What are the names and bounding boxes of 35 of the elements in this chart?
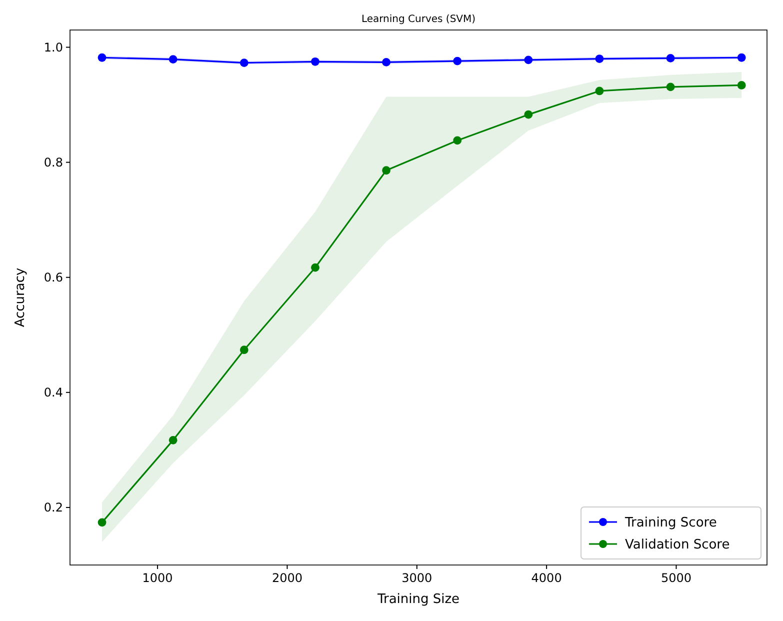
legend-label: Training Score [624,516,717,531]
point [737,81,746,90]
y-tick-label: 1.0 [44,40,63,54]
legend-label: Validation Score [625,538,730,553]
y-tick-label: 0.4 [44,386,63,400]
y-tick-label: 0.8 [44,156,63,170]
y-axis-title: Accuracy [13,268,28,328]
point [168,55,178,64]
point [737,53,746,62]
x-axis-title: Training Size [376,592,460,607]
x-tick-label: 2000 [272,571,302,585]
point [382,58,390,66]
point [98,53,106,62]
point [382,166,390,175]
point [595,54,604,63]
x-tick-label: 1000 [142,571,173,585]
point [168,436,178,444]
x-tick-label: 4000 [531,571,562,585]
point [311,57,320,66]
point [666,82,675,92]
point [453,56,462,66]
point [666,54,675,62]
point [311,263,320,272]
y-tick-label: 0.6 [44,270,63,285]
x-tick-label: 3000 [402,571,432,585]
point [595,86,604,96]
point [524,56,533,64]
y-tick-label: 0.2 [44,500,63,515]
point [240,346,248,354]
chart-title: Learning Curves (SVM) [361,14,476,25]
point [453,136,462,145]
point [524,110,533,119]
point [98,518,106,527]
point [240,58,248,67]
x-tick-label: 5000 [660,571,692,585]
